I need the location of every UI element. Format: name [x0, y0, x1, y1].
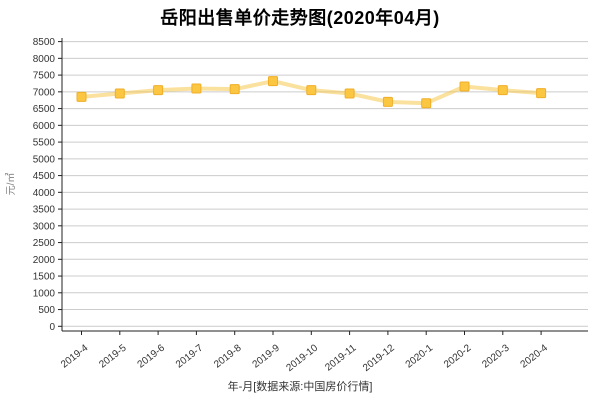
x-tick-label: 2019-5	[97, 342, 129, 370]
y-tick-label: 8500	[33, 37, 56, 48]
data-point-marker	[153, 85, 164, 96]
x-tick-label: 2019-8	[212, 342, 244, 370]
y-axis-title: 元/㎡	[5, 173, 17, 196]
y-tick-label: 7000	[33, 87, 56, 98]
data-point-marker	[497, 85, 508, 96]
x-tick-label: 2019-6	[136, 342, 168, 370]
data-point-marker	[344, 88, 355, 99]
x-tick-label: 2019-4	[59, 342, 91, 370]
y-tick-label: 1000	[33, 288, 56, 299]
x-tick-label: 2019-11	[323, 342, 358, 373]
y-tick-label: 4000	[33, 188, 56, 199]
x-tick-label: 2019-7	[174, 342, 206, 370]
y-tick-label: 500	[38, 305, 55, 316]
y-tick-label: 2000	[33, 255, 56, 266]
data-point-marker	[229, 84, 240, 95]
chart-title: 岳阳出售单价走势图(2020年04月)	[160, 8, 440, 28]
x-tick-label: 2020-1	[404, 342, 436, 370]
y-tick-label: 0	[49, 322, 55, 333]
y-tick-label: 5000	[33, 154, 56, 165]
y-tick-label: 4500	[33, 171, 56, 182]
y-tick-label: 2500	[33, 238, 56, 249]
x-tick-label: 2019-12	[361, 342, 397, 374]
y-tick-label: 6000	[33, 121, 56, 132]
data-point-marker	[306, 85, 317, 96]
y-tick-label: 5500	[33, 138, 56, 149]
x-tick-label: 2020-2	[442, 342, 474, 370]
data-point-marker	[76, 91, 87, 102]
y-tick-label: 8000	[33, 54, 56, 65]
data-point-marker	[191, 83, 202, 94]
x-tick-label: 2019-9	[251, 342, 283, 370]
y-tick-label: 3000	[33, 221, 56, 232]
data-point-marker	[421, 98, 432, 109]
y-tick-label: 7500	[33, 71, 56, 82]
data-point-marker	[268, 76, 278, 87]
data-point-marker	[459, 81, 470, 92]
data-point-marker	[536, 88, 547, 99]
x-tick-label: 2020-3	[480, 342, 512, 370]
x-tick-label: 2019-10	[284, 342, 320, 374]
x-tick-label: 2020-4	[519, 342, 551, 370]
data-point-marker	[114, 88, 125, 99]
x-axis-caption: 年-月[数据来源:中国房价行情]	[227, 381, 373, 393]
y-tick-label: 6500	[33, 104, 56, 115]
data-point-marker	[382, 96, 393, 107]
y-tick-label: 1500	[33, 272, 56, 283]
y-tick-label: 3500	[33, 205, 56, 216]
